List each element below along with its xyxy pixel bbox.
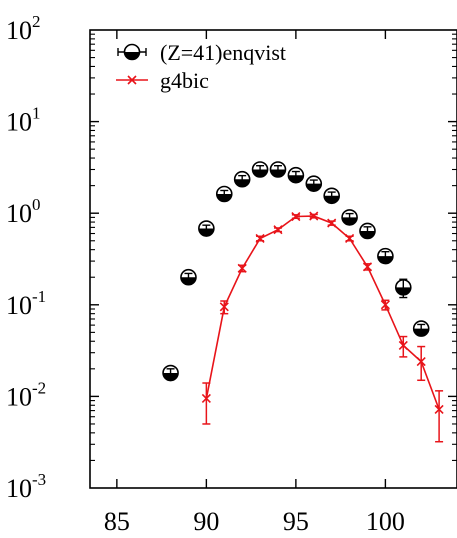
y-tick-label: 10-3 bbox=[6, 470, 46, 503]
plot-area-frame bbox=[89, 29, 457, 489]
x-tick-label: 85 bbox=[104, 507, 130, 536]
y-tick-exponent: 2 bbox=[32, 12, 41, 31]
y-tick-base: 10 bbox=[6, 382, 32, 411]
y-tick-label: 10-1 bbox=[6, 287, 46, 320]
x-tick-label: 95 bbox=[283, 507, 309, 536]
series-enqvist bbox=[162, 161, 430, 382]
x-tick-label: 90 bbox=[193, 507, 219, 536]
g4bic-point bbox=[237, 263, 247, 273]
legend-label-enqvist: (Z=41)enqvist bbox=[160, 40, 286, 65]
g4bic-point bbox=[327, 218, 337, 228]
g4bic-line bbox=[205, 215, 440, 410]
series-g4bic bbox=[201, 211, 444, 443]
g4bic-point bbox=[201, 393, 211, 404]
g4bic-point bbox=[309, 211, 319, 221]
g4bic-point bbox=[416, 357, 426, 367]
g4bic-point bbox=[273, 225, 283, 235]
y-tick-label: 102 bbox=[6, 12, 41, 45]
legend-g4bic-marker bbox=[127, 75, 137, 85]
legend-enqvist-marker-fill bbox=[124, 52, 140, 60]
legend: (Z=41)enqvist g4bic bbox=[116, 40, 286, 93]
y-tick-base: 10 bbox=[6, 16, 32, 45]
g4bic-point bbox=[434, 404, 444, 415]
g4bic-point bbox=[255, 233, 265, 244]
y-tick-exponent: -3 bbox=[32, 470, 46, 489]
y-tick-base: 10 bbox=[6, 108, 32, 137]
g4bic-point bbox=[380, 300, 390, 310]
y-tick-base: 10 bbox=[6, 291, 32, 320]
g4bic-point bbox=[345, 233, 355, 244]
y-tick-base: 10 bbox=[6, 199, 32, 228]
y-tick-exponent: 1 bbox=[32, 104, 41, 123]
axis-ticks bbox=[90, 30, 457, 488]
x-tick-label: 100 bbox=[366, 507, 405, 536]
y-tick-base: 10 bbox=[6, 474, 32, 503]
legend-label-g4bic: g4bic bbox=[160, 68, 209, 93]
g4bic-point bbox=[291, 211, 301, 222]
y-tick-label: 100 bbox=[6, 195, 41, 228]
y-tick-label: 101 bbox=[6, 104, 41, 137]
g4bic-point bbox=[398, 340, 408, 351]
g4bic-point bbox=[219, 302, 229, 312]
y-tick-label: 10-2 bbox=[6, 378, 46, 411]
y-tick-exponent: -2 bbox=[32, 378, 46, 397]
y-tick-exponent: -1 bbox=[32, 287, 46, 306]
x-tick-labels: 85 90 95 100 bbox=[104, 507, 405, 536]
g4bic-point bbox=[362, 262, 373, 272]
y-tick-exponent: 0 bbox=[32, 195, 41, 214]
